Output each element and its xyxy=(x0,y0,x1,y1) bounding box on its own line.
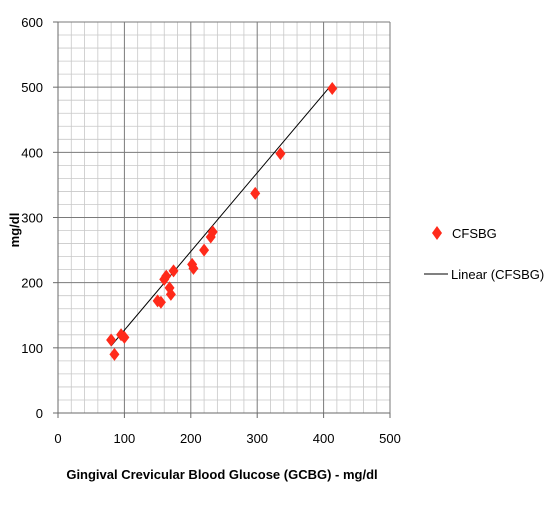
data-points xyxy=(106,81,338,361)
data-point xyxy=(161,269,172,283)
x-tick-label: 200 xyxy=(180,431,202,446)
trendline-layer xyxy=(110,83,333,347)
data-point xyxy=(109,347,120,361)
x-tick-label: 0 xyxy=(54,431,61,446)
y-tick-label: 200 xyxy=(21,276,43,291)
data-point xyxy=(106,333,117,347)
legend-marker-cfsbg xyxy=(432,226,442,240)
data-point xyxy=(165,287,176,301)
data-point xyxy=(199,243,210,257)
legend-label-cfsbg: CFSBG xyxy=(452,226,497,241)
y-axis-title: mg/dl xyxy=(7,213,22,248)
data-point xyxy=(155,295,166,309)
data-point xyxy=(327,81,338,95)
y-tick-label: 600 xyxy=(21,15,43,30)
y-tick-label: 400 xyxy=(21,145,43,160)
legend-label-linear: Linear (CFSBG) xyxy=(451,267,544,282)
x-axis-title: Gingival Crevicular Blood Glucose (GCBG)… xyxy=(66,467,377,482)
y-tick-label: 0 xyxy=(36,406,43,421)
data-point xyxy=(207,225,218,239)
data-point xyxy=(119,330,130,344)
x-tick-label: 100 xyxy=(114,431,136,446)
y-tick-label: 500 xyxy=(21,80,43,95)
legend: CFSBG Linear (CFSBG) xyxy=(424,226,544,282)
trendline xyxy=(110,83,333,347)
data-point xyxy=(275,147,286,161)
data-point xyxy=(250,186,261,200)
y-tick-label: 100 xyxy=(21,341,43,356)
y-tick-label: 300 xyxy=(21,211,43,226)
data-point xyxy=(188,261,199,275)
x-tick-label: 400 xyxy=(313,431,335,446)
data-point xyxy=(168,264,179,278)
x-tick-labels: 0 100 200 300 400 500 xyxy=(54,413,401,446)
x-tick-label: 300 xyxy=(246,431,268,446)
x-tick-label: 500 xyxy=(379,431,401,446)
y-tick-labels: 0 100 200 300 400 500 600 xyxy=(21,15,58,421)
major-gridlines xyxy=(58,21,391,413)
